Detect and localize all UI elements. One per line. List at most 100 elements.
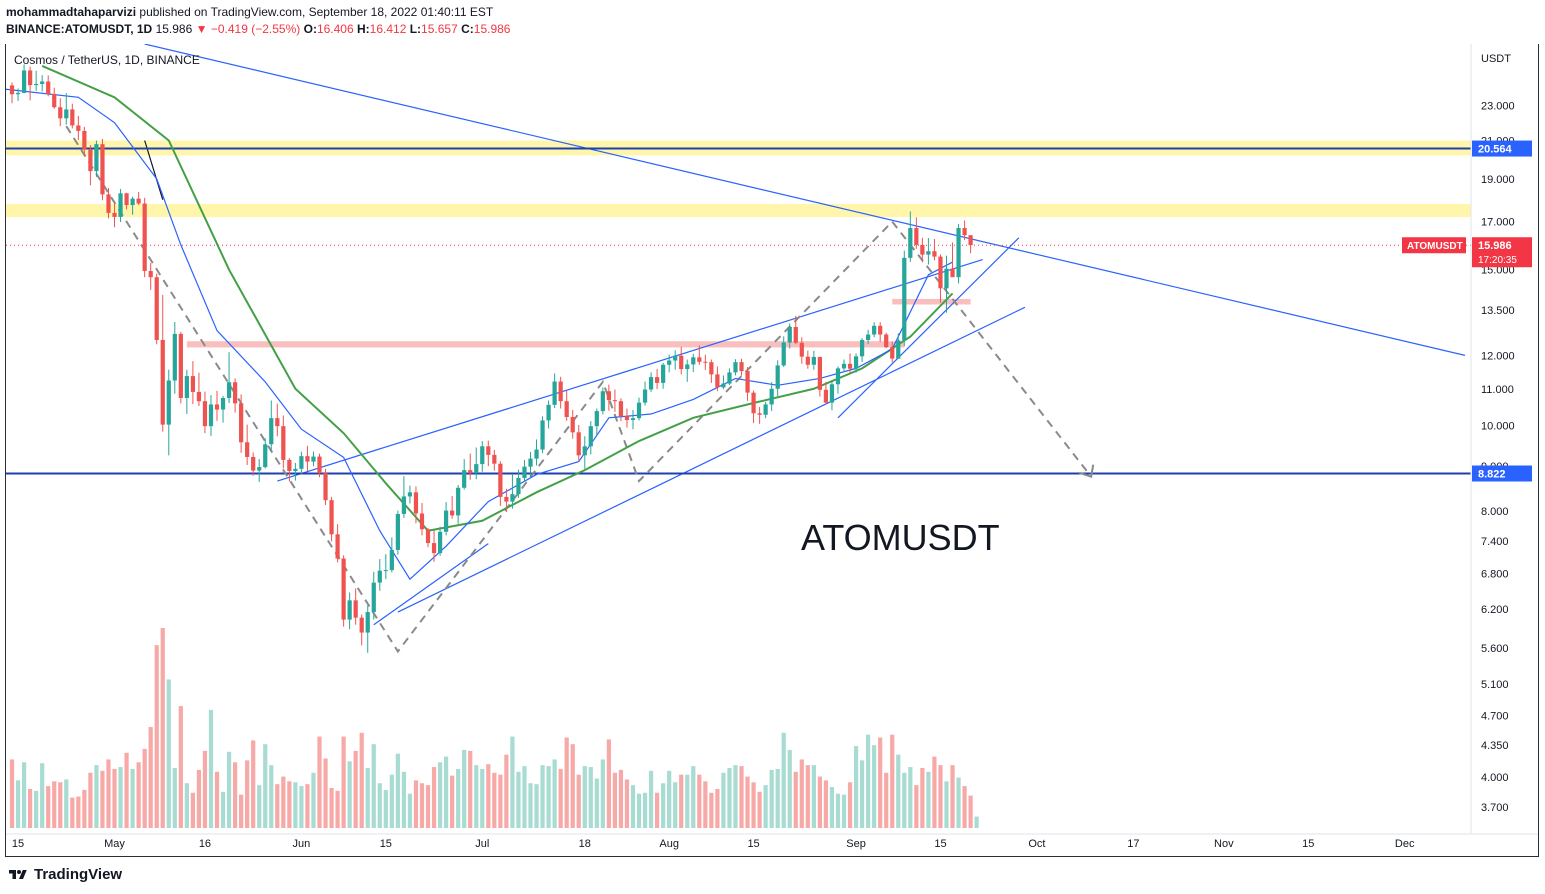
volume-bar <box>148 727 153 828</box>
candle <box>486 440 491 467</box>
candle <box>407 485 413 504</box>
time-tick-label: 17 <box>1127 838 1139 850</box>
volume-bar <box>691 766 696 828</box>
candle <box>160 294 165 432</box>
candle-body <box>811 356 816 365</box>
candle <box>606 384 611 411</box>
time-tick-label: 15 <box>934 838 946 850</box>
high-value: 16.412 <box>369 22 407 36</box>
candle <box>202 391 208 434</box>
close-value: 15.986 <box>473 22 511 36</box>
candle <box>829 381 835 411</box>
candle-body <box>534 449 539 459</box>
volume-bar <box>287 781 292 828</box>
candle <box>709 359 714 383</box>
volume-bar <box>34 790 39 828</box>
candle-body <box>166 380 171 425</box>
symbol-name[interactable]: BINANCE:ATOMUSDT, 1D <box>6 22 153 36</box>
candle <box>305 445 310 471</box>
candle <box>558 376 563 409</box>
candle <box>576 424 581 461</box>
candle-body <box>781 342 786 366</box>
candle <box>950 242 955 278</box>
volume-bar <box>70 797 75 828</box>
candle <box>214 390 220 421</box>
candle <box>890 341 895 363</box>
candle <box>468 453 473 480</box>
volume-bar <box>944 781 949 828</box>
down-arrow-icon: ▼ <box>195 22 208 36</box>
chart-pane[interactable]: USDT23.00021.00019.00017.00015.00013.500… <box>5 44 1539 857</box>
candle-body <box>661 364 666 383</box>
candle-body <box>492 454 497 464</box>
volume-bar <box>413 780 419 828</box>
candle <box>232 378 238 413</box>
candle <box>82 126 87 157</box>
time-tick-label: 15 <box>12 838 24 850</box>
candle <box>462 459 467 490</box>
volume-bar <box>239 794 244 828</box>
price-tag-1: ATOMUSDT 15.986 17:20:35 <box>1402 237 1532 268</box>
volume-bar <box>679 774 684 828</box>
price-tick-label: 5.100 <box>1481 679 1509 691</box>
volume-bar <box>528 783 533 828</box>
candle-body <box>853 356 859 369</box>
candle-body <box>823 389 829 403</box>
candle-body <box>576 432 581 456</box>
candle <box>624 408 630 428</box>
trendline-4 <box>373 543 489 626</box>
candle-body <box>64 109 69 119</box>
volume-bar <box>835 793 841 828</box>
volume-bar <box>118 767 123 828</box>
candle-body <box>124 193 129 206</box>
candle <box>94 140 99 177</box>
candle-body <box>775 365 780 389</box>
volume-bar <box>673 782 678 828</box>
volume-bar <box>685 774 690 828</box>
volume-bar <box>462 749 467 828</box>
candle-body <box>299 456 304 469</box>
price-tick-label: 11.000 <box>1481 384 1514 396</box>
candle <box>52 87 57 109</box>
candle-body <box>208 404 214 427</box>
tradingview-footer[interactable]: TradingView <box>8 866 122 883</box>
volume-bar <box>655 792 660 828</box>
candle <box>522 459 527 482</box>
candle <box>968 235 973 254</box>
candle <box>239 394 244 453</box>
candle <box>443 502 449 536</box>
volume-bar <box>932 756 937 828</box>
zone-2 <box>186 341 905 348</box>
volume-bar <box>124 752 129 828</box>
volume-bar <box>425 785 431 828</box>
chart-legend[interactable]: Cosmos / TetherUS, 1D, BINANCE <box>14 53 200 67</box>
candle-body <box>950 268 955 278</box>
volume-bar <box>492 772 497 828</box>
candle-body <box>486 446 491 455</box>
candle <box>58 98 63 127</box>
volume-bar <box>299 786 304 828</box>
candle-body <box>401 496 407 514</box>
time-tick-label: Aug <box>659 838 679 850</box>
candle-body <box>257 467 262 471</box>
candle-body <box>709 362 714 375</box>
candle-body <box>311 456 316 462</box>
price-chart[interactable]: USDT23.00021.00019.00017.00015.00013.500… <box>6 44 1538 856</box>
price-tick-label: 17.000 <box>1481 217 1515 229</box>
volume-bar <box>269 765 274 828</box>
publisher-name[interactable]: mohammadtahaparvizi <box>6 5 137 19</box>
candle <box>679 346 684 375</box>
candle <box>866 329 871 345</box>
candle <box>528 452 533 477</box>
candle <box>76 115 81 140</box>
candle <box>618 398 624 422</box>
volume-bar <box>630 785 636 828</box>
volume-bar <box>841 794 847 828</box>
candle-body <box>431 543 437 554</box>
volume-bar <box>902 772 907 828</box>
price-tick-label: 13.500 <box>1481 305 1515 317</box>
candle <box>962 220 967 241</box>
volume-bar <box>419 783 425 828</box>
volume-bar <box>257 785 262 828</box>
candle <box>130 196 135 215</box>
